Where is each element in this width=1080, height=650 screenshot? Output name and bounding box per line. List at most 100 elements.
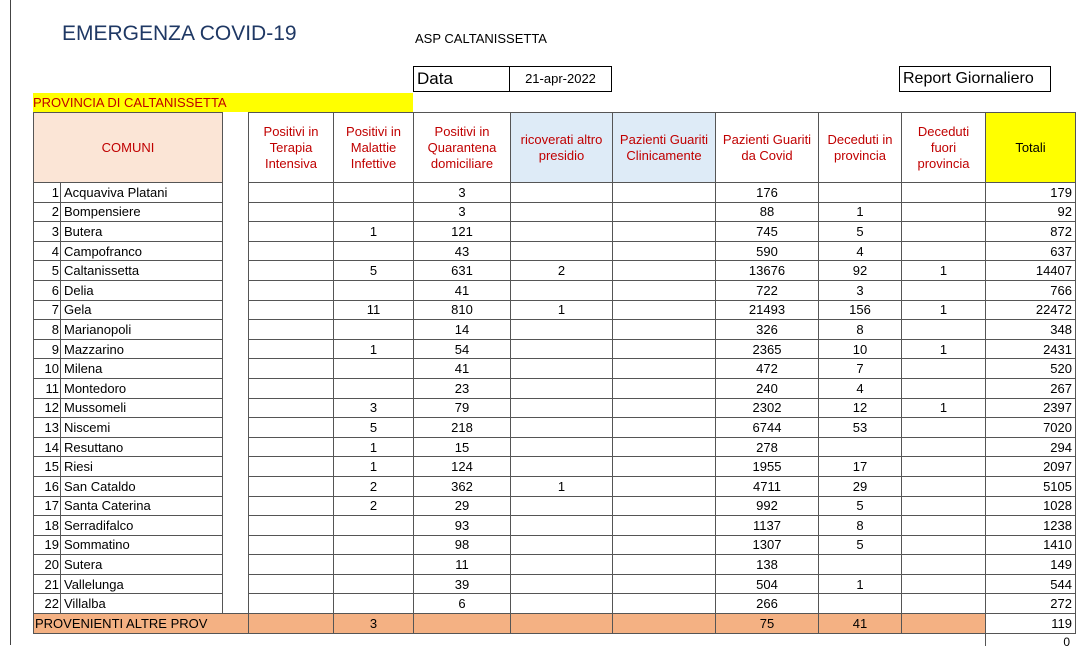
value-cell xyxy=(901,593,986,615)
column-header: Deceduti in provincia xyxy=(818,112,902,183)
value-cell: 2397 xyxy=(985,397,1076,419)
data-row: 9 Mazzarino 1 54 2365 10 1 2431 xyxy=(33,338,1076,360)
row-number: 10 xyxy=(33,358,61,379)
org: ASP CALTANISSETTA xyxy=(415,31,547,46)
value-cell: 124 xyxy=(413,456,511,477)
value-cell: 992 xyxy=(715,495,819,517)
comune: Sutera xyxy=(60,554,223,575)
value-cell xyxy=(248,377,334,399)
blank-cell xyxy=(222,437,249,457)
value-cell xyxy=(248,613,334,634)
value-cell xyxy=(248,417,334,438)
value-cell: 5 xyxy=(818,221,902,242)
value-cell: 4 xyxy=(818,377,902,399)
data-row: 6 Delia 41 722 3 766 xyxy=(33,279,1076,301)
value-cell: 10 xyxy=(818,338,902,360)
value-cell: 92 xyxy=(985,201,1076,223)
value-cell: 156 xyxy=(818,299,902,321)
row-number: 9 xyxy=(33,338,61,360)
value-cell xyxy=(901,613,986,634)
value-cell xyxy=(901,358,986,379)
value-cell: 5 xyxy=(818,495,902,517)
value-cell xyxy=(248,475,334,497)
blank-cell xyxy=(222,378,249,399)
value-cell: 22472 xyxy=(985,299,1076,321)
column-header: Pazienti Guariti da Covid xyxy=(715,112,819,183)
blank-cell xyxy=(222,554,249,575)
value-cell xyxy=(612,573,716,595)
sheet-border xyxy=(10,0,11,645)
value-cell xyxy=(818,593,902,615)
value-cell xyxy=(333,279,414,301)
value-cell xyxy=(612,279,716,301)
value-cell xyxy=(248,495,334,517)
value-cell: 119 xyxy=(985,613,1076,634)
value-cell: 88 xyxy=(715,201,819,223)
value-cell xyxy=(248,279,334,301)
value-cell: 21493 xyxy=(715,299,819,321)
value-cell xyxy=(248,593,334,615)
value-cell xyxy=(248,221,334,242)
value-cell: 17 xyxy=(818,456,902,477)
value-cell: 54 xyxy=(413,338,511,360)
column-header: COMUNI xyxy=(33,112,223,183)
data-row: 5 Caltanissetta 5 631 2 13676 92 1 14407 xyxy=(33,260,1076,281)
comune: Butera xyxy=(60,221,223,242)
value-cell xyxy=(612,436,716,458)
comune: Serradifalco xyxy=(60,515,223,536)
value-cell xyxy=(248,358,334,379)
value-cell xyxy=(333,573,414,595)
value-cell xyxy=(901,182,986,203)
value-cell xyxy=(248,338,334,360)
value-cell: 5 xyxy=(818,534,902,556)
value-cell: 520 xyxy=(985,358,1076,379)
comune: Montedoro xyxy=(60,377,223,399)
value-cell xyxy=(510,201,613,223)
comune: Niscemi xyxy=(60,417,223,438)
comune: Milena xyxy=(60,358,223,379)
value-cell: 1 xyxy=(901,397,986,419)
value-cell xyxy=(612,554,716,575)
row-number: 8 xyxy=(33,319,61,340)
row-number: 17 xyxy=(33,495,61,517)
value-cell: 2302 xyxy=(715,397,819,419)
date-label: Data xyxy=(413,66,509,92)
value-cell xyxy=(510,182,613,203)
blank-cell xyxy=(222,515,249,536)
value-cell: 3 xyxy=(413,201,511,223)
value-cell: 872 xyxy=(985,221,1076,242)
column-header: Totali xyxy=(985,112,1076,183)
value-cell xyxy=(612,319,716,340)
row-number: 21 xyxy=(33,573,61,595)
value-cell xyxy=(901,475,986,497)
data-row: 16 San Cataldo 2 362 1 4711 29 5105 xyxy=(33,475,1076,497)
value-cell: 766 xyxy=(985,279,1076,301)
value-cell xyxy=(612,221,716,242)
value-cell xyxy=(248,515,334,536)
blank-cell xyxy=(222,319,249,340)
value-cell xyxy=(612,475,716,497)
footer-label: PROVENIENTI ALTRE PROV xyxy=(33,613,249,634)
value-cell xyxy=(510,338,613,360)
data-row: 4 Campofranco 43 590 4 637 xyxy=(33,240,1076,262)
value-cell xyxy=(333,240,414,262)
value-cell: 722 xyxy=(715,279,819,301)
value-cell: 6 xyxy=(413,593,511,615)
value-cell xyxy=(901,201,986,223)
value-cell xyxy=(333,377,414,399)
data-row: 3 Butera 1 121 745 5 872 xyxy=(33,221,1076,242)
value-cell xyxy=(612,182,716,203)
comune: Acquaviva Platani xyxy=(60,182,223,203)
value-cell: 631 xyxy=(413,260,511,281)
value-cell xyxy=(510,593,613,615)
value-cell: 23 xyxy=(413,377,511,399)
value-cell xyxy=(510,515,613,536)
data-row: 15 Riesi 1 124 1955 17 2097 xyxy=(33,456,1076,477)
column-header: ricoverati altro presidio xyxy=(510,112,613,183)
row-number: 13 xyxy=(33,417,61,438)
value-cell: 92 xyxy=(818,260,902,281)
data-row: 14 Resuttano 1 15 278 294 xyxy=(33,436,1076,458)
value-cell xyxy=(901,417,986,438)
value-cell xyxy=(333,201,414,223)
value-cell xyxy=(612,338,716,360)
